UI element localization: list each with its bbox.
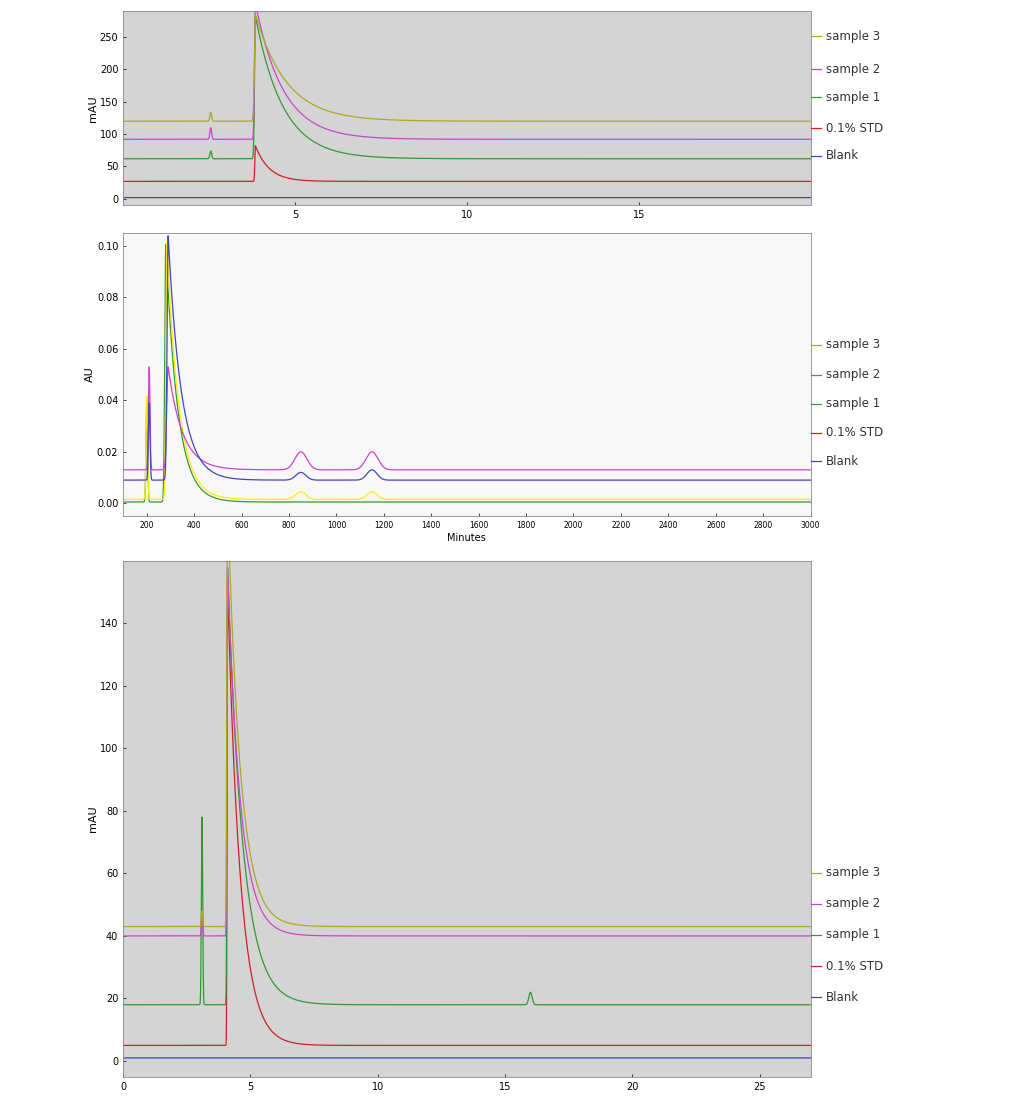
Text: sample 3: sample 3 (826, 866, 880, 879)
Text: sample 2: sample 2 (826, 897, 880, 910)
Text: sample 1: sample 1 (826, 397, 880, 411)
Text: 0.1% STD: 0.1% STD (826, 426, 883, 440)
Text: sample 1: sample 1 (826, 91, 880, 103)
Text: sample 2: sample 2 (826, 63, 880, 75)
Text: Blank: Blank (826, 455, 859, 468)
Text: Blank: Blank (826, 990, 859, 1003)
Text: sample 3: sample 3 (826, 30, 880, 42)
Text: 0.1% STD: 0.1% STD (826, 959, 883, 972)
Y-axis label: mAU: mAU (88, 806, 98, 831)
X-axis label: Minutes: Minutes (447, 533, 486, 543)
Text: sample 3: sample 3 (826, 339, 880, 352)
Y-axis label: AU: AU (85, 366, 95, 383)
Y-axis label: mAU: mAU (88, 95, 98, 121)
Text: sample 1: sample 1 (826, 928, 880, 941)
Text: sample 2: sample 2 (826, 369, 880, 382)
Text: Blank: Blank (826, 150, 859, 162)
Text: 0.1% STD: 0.1% STD (826, 122, 883, 134)
